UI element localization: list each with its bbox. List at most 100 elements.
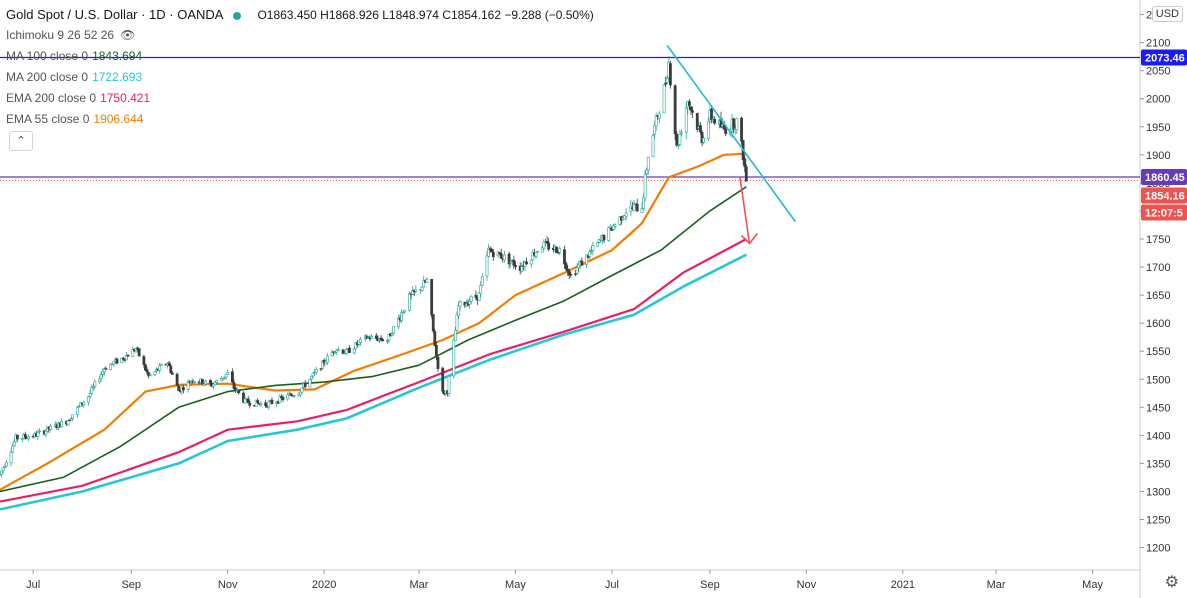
candle-body [344, 349, 348, 354]
y-tick-label: 2000 [1146, 94, 1170, 106]
candle-body [577, 264, 581, 268]
price-label-2073-bg [1141, 49, 1187, 66]
candle-body [354, 342, 358, 350]
y-tick-label: 1500 [1146, 374, 1170, 386]
candle-body [91, 386, 95, 388]
candle-body [104, 368, 108, 370]
candle-body [200, 379, 204, 385]
candle-body [502, 254, 506, 261]
indicator-row-ichimoku[interactable]: Ichimoku 9 26 52 26 👁︎ [6, 25, 594, 46]
candle-body [193, 381, 196, 383]
candle-body [90, 387, 94, 394]
indicator-row-ema55[interactable]: EMA 55 close 0 1906.644 [6, 109, 594, 130]
candle-body [325, 355, 329, 363]
candle-body [706, 121, 710, 139]
y-tick-label: 1750 [1146, 234, 1170, 246]
candle-body [23, 434, 27, 438]
candle-body [311, 372, 315, 377]
indicator-label: MA 200 close 0 [6, 70, 89, 84]
candle-body [534, 252, 538, 257]
candle-body [624, 212, 628, 217]
candle-body [232, 382, 236, 389]
down-arrow-shaft[interactable] [739, 177, 751, 244]
candle-body [691, 110, 694, 113]
candle-body [352, 348, 356, 354]
candle-body [88, 392, 92, 397]
candle-body [643, 174, 647, 199]
candle-body [158, 365, 162, 371]
candle-body [4, 461, 8, 467]
candle-body [740, 117, 743, 142]
y-tick-label: 1250 [1146, 515, 1170, 527]
indicator-label: EMA 200 close 0 [6, 91, 97, 105]
indicator-value: 1906.644 [93, 112, 144, 126]
eye-hidden-icon[interactable]: 👁︎ [120, 28, 136, 42]
market-status-dot-icon [233, 11, 242, 20]
candle-body [474, 294, 478, 298]
candle-body [654, 115, 658, 127]
x-tick-label: Jul [26, 579, 40, 591]
candle-body [507, 253, 511, 265]
candle-body [710, 108, 713, 120]
candle-body [175, 373, 179, 386]
candle-body [9, 451, 13, 463]
gear-icon[interactable]: ⚙ [1164, 574, 1179, 591]
x-tick-label: Jul [605, 579, 619, 591]
candle-body [267, 401, 271, 408]
candle-body [431, 314, 435, 332]
y-tick-label: 1450 [1146, 402, 1170, 414]
candle-body [242, 392, 245, 403]
price-label-1860: 1860.45 [1145, 172, 1185, 184]
candle-body [596, 242, 600, 247]
candle-body [66, 420, 70, 426]
y-tick-label: 1600 [1146, 318, 1170, 330]
trendline[interactable] [666, 44, 796, 223]
candle-body [403, 309, 407, 313]
candle-body [381, 339, 385, 342]
candle-body [397, 317, 400, 328]
indicator-row-ma200[interactable]: MA 200 close 0 1722.693 [6, 67, 594, 88]
collapse-legend-button[interactable]: ⌃ [9, 131, 33, 151]
price-label-last-bg [1141, 187, 1187, 204]
candle-body [640, 208, 644, 213]
candle-body [280, 396, 283, 398]
candle-body [321, 360, 324, 369]
candle-body [675, 133, 679, 146]
indicator-row-ma100[interactable]: MA 100 close 0 1843.694 [6, 46, 594, 67]
candle-body [485, 255, 489, 277]
candle-body [566, 268, 570, 272]
candle-body [264, 402, 268, 407]
candle-body [213, 382, 217, 386]
candle-body [420, 286, 424, 291]
candle-body [441, 367, 445, 392]
candle-body [702, 137, 706, 143]
candle-body [36, 431, 40, 437]
candle-body [82, 401, 86, 405]
price-label-1860-bg [1141, 169, 1187, 186]
candle-body [300, 387, 304, 393]
candle-body [259, 403, 263, 405]
candle-body [695, 113, 699, 130]
countdown-label-bg [1141, 204, 1187, 221]
candle-body [623, 215, 626, 220]
candle-body [126, 355, 130, 357]
candle-body [657, 113, 661, 119]
candle-body [335, 349, 339, 353]
candle-body [145, 369, 149, 373]
candle-body [646, 157, 650, 171]
currency-button[interactable]: USD [1151, 6, 1183, 22]
candle-body [231, 371, 234, 383]
candle-body [401, 311, 405, 314]
candle-body [642, 196, 645, 209]
candle-body [531, 252, 535, 261]
candle-body [281, 397, 285, 400]
candle-body [433, 331, 437, 347]
candle-body [735, 118, 739, 130]
indicator-row-ema200[interactable]: EMA 200 close 0 1750.421 [6, 88, 594, 109]
candle-body [569, 274, 573, 276]
candle-body [330, 351, 334, 357]
candle-body [76, 406, 79, 416]
candle-body [99, 374, 103, 380]
candle-body [212, 383, 215, 387]
